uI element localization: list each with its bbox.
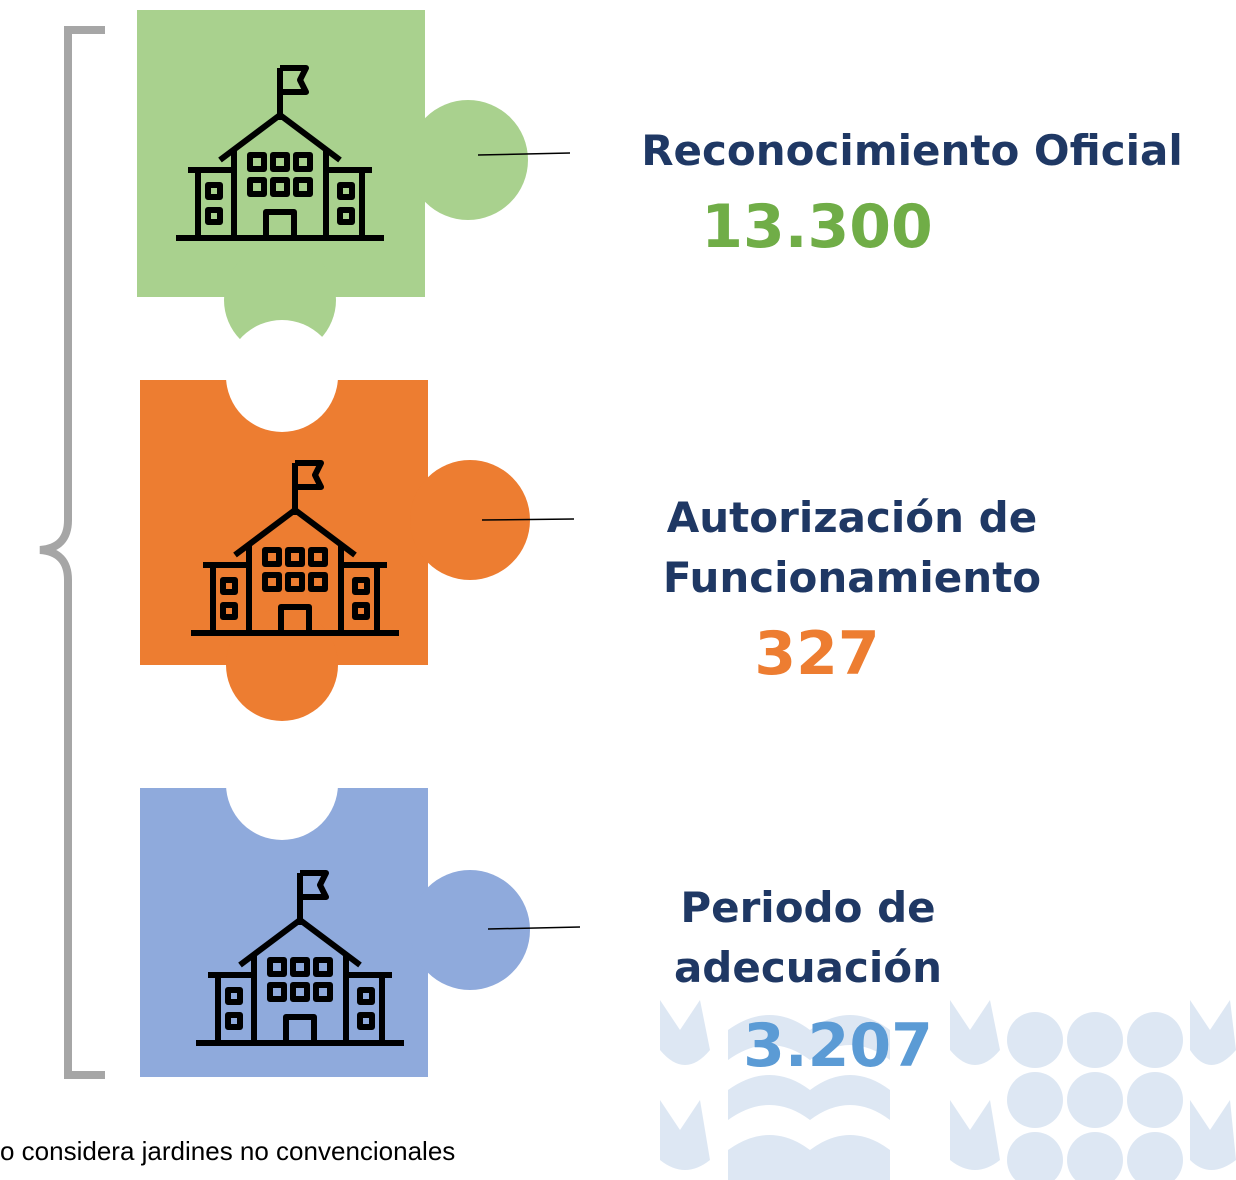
bracket	[40, 30, 105, 1075]
value: 327	[754, 619, 879, 689]
label: Periodo de	[680, 883, 935, 932]
page: {"items": [ {"label": ["Reconocimiento O…	[0, 0, 1236, 1180]
footnote: o considera jardines no convencionales	[0, 1136, 455, 1166]
infographic: Reconocimiento Oficial 13.300 Autorizaci…	[0, 0, 1236, 1180]
value: 13.300	[701, 192, 933, 262]
connector	[482, 519, 574, 520]
puzzle-orange	[140, 320, 530, 721]
label: adecuación	[674, 943, 942, 992]
label: Autorización de	[667, 493, 1037, 542]
label: Reconocimiento Oficial	[641, 126, 1183, 175]
puzzle-blue	[140, 728, 530, 1077]
label: Funcionamiento	[663, 553, 1041, 602]
value: 3.207	[743, 1011, 933, 1081]
